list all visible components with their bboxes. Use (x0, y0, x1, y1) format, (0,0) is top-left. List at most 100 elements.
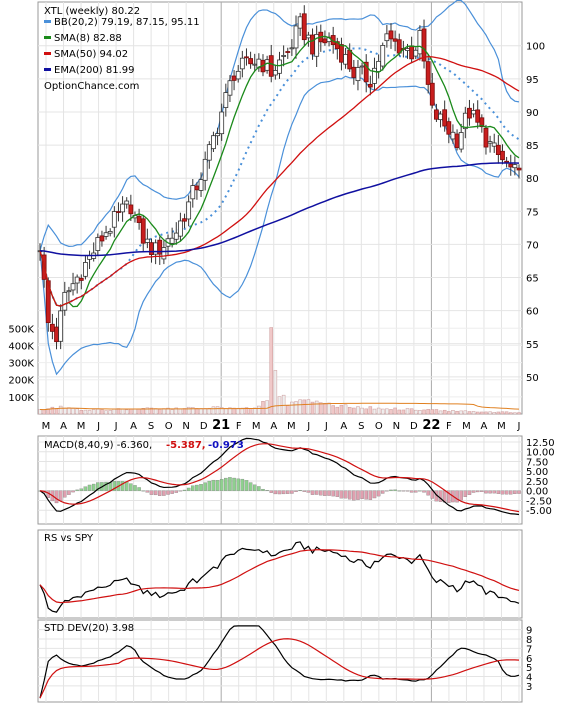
macd-histogram-bar (63, 490, 67, 498)
x-tick-label: A (270, 421, 277, 432)
x-tick-label: M (252, 421, 261, 432)
macd-histogram-bar (211, 479, 216, 491)
candle-body (223, 92, 229, 108)
candle-body (268, 55, 274, 77)
macd-histogram-bar (269, 490, 273, 493)
volume-bar (124, 409, 129, 415)
std-tick-label: 4 (526, 673, 532, 684)
candle-body (462, 112, 468, 130)
macd-histogram-bar (224, 477, 228, 491)
candle-body (314, 33, 320, 57)
x-tick-label: S (358, 421, 364, 432)
candle-body (442, 109, 448, 127)
macd-histogram-bar (120, 481, 125, 491)
candle-body (351, 66, 357, 78)
std-panel (37, 619, 523, 703)
legend-swatch-ema200 (44, 68, 51, 71)
x-tick-label: A (481, 421, 488, 432)
x-tick-label: 21 (212, 418, 230, 433)
volume-bar (257, 405, 261, 415)
macd-histogram-bar (471, 490, 476, 493)
volume-bar (393, 407, 397, 415)
volume-bar (281, 394, 286, 415)
volume-bar (207, 407, 212, 415)
macd-histogram-bar (513, 490, 517, 494)
volume-bar (211, 406, 216, 415)
volume-bar (286, 405, 290, 415)
candle-body (58, 310, 64, 342)
candle-body (322, 38, 328, 44)
macd-histogram-bar (314, 490, 319, 495)
candle-body (429, 82, 435, 106)
macd-histogram-bar (228, 477, 232, 491)
std-tick-label: 5 (526, 663, 532, 674)
candle-body (74, 276, 80, 284)
candle-body (198, 179, 204, 191)
candle-body (83, 262, 88, 277)
macd-histogram-bar (414, 490, 418, 493)
candle-body (190, 185, 196, 200)
volume-bar (434, 409, 439, 415)
volume-bar (83, 409, 88, 415)
price-tick-label: 70 (526, 240, 539, 251)
macd-histogram-bar (364, 490, 368, 500)
macd-histogram-bar (327, 490, 331, 496)
candle-body (491, 142, 497, 147)
volume-bar (129, 408, 133, 415)
candle-body (487, 141, 493, 144)
candle-body (153, 242, 159, 255)
candle-body (500, 150, 505, 161)
macd-legend: MACD(8,40,9) -6.360, -5.387, -0.973 (44, 440, 244, 451)
candle-body (516, 167, 522, 171)
volume-bar (385, 408, 389, 415)
volume-bar (244, 407, 249, 415)
volume-bar (219, 407, 224, 415)
macd-histogram-bar (203, 482, 207, 491)
volume-bar (360, 407, 364, 415)
volume-bar (356, 406, 360, 415)
volume-bar (215, 406, 220, 415)
macd-histogram-bar (323, 490, 327, 496)
volume-tick-label: 400K (8, 341, 34, 352)
candle-body (409, 45, 415, 60)
x-tick-label: 22 (422, 418, 440, 433)
volume-bar (170, 409, 174, 415)
macd-histogram-bar (129, 483, 133, 491)
volume-bar (38, 409, 42, 415)
volume-bar (63, 407, 67, 415)
std-label: STD DEV(20) 3.98 (44, 623, 134, 634)
macd-histogram-bar (385, 490, 389, 492)
macd-signal-value: -5.387, (166, 440, 206, 451)
x-tick-label: O (375, 421, 383, 432)
price-tick-label: 90 (526, 108, 539, 119)
volume-bar (347, 407, 352, 415)
macd-tick-label: 5.00 (526, 467, 548, 478)
volume-bar (104, 410, 108, 415)
macd-histogram-bar (265, 490, 269, 491)
rs-line (39, 541, 520, 613)
volume-bar (108, 410, 112, 415)
macd-histogram-bar (54, 490, 59, 504)
x-tick-label: D (200, 421, 208, 432)
macd-histogram-bar (380, 490, 385, 494)
macd-histogram-bar (252, 484, 257, 491)
volume-bar (100, 409, 104, 415)
macd-histogram-bar (459, 490, 463, 501)
candle-body (297, 16, 303, 29)
candle-body (467, 107, 472, 119)
candle-body (215, 133, 220, 137)
macd-histogram-bar (79, 488, 84, 491)
volume-bar (58, 405, 63, 415)
candle-body (339, 44, 344, 63)
macd-histogram-bar (232, 477, 236, 491)
macd-series (38, 437, 521, 516)
macd-tick-label: -5.00 (526, 506, 552, 517)
volume-bar (405, 408, 410, 415)
macd-histogram-bar (277, 490, 282, 495)
price-tick-label: 85 (526, 141, 539, 152)
std-tick-label: 9 (526, 626, 532, 637)
candle-body (161, 247, 167, 260)
candle-body (116, 211, 121, 213)
candle-body (211, 135, 216, 150)
macd-histogram-bar (475, 490, 480, 493)
